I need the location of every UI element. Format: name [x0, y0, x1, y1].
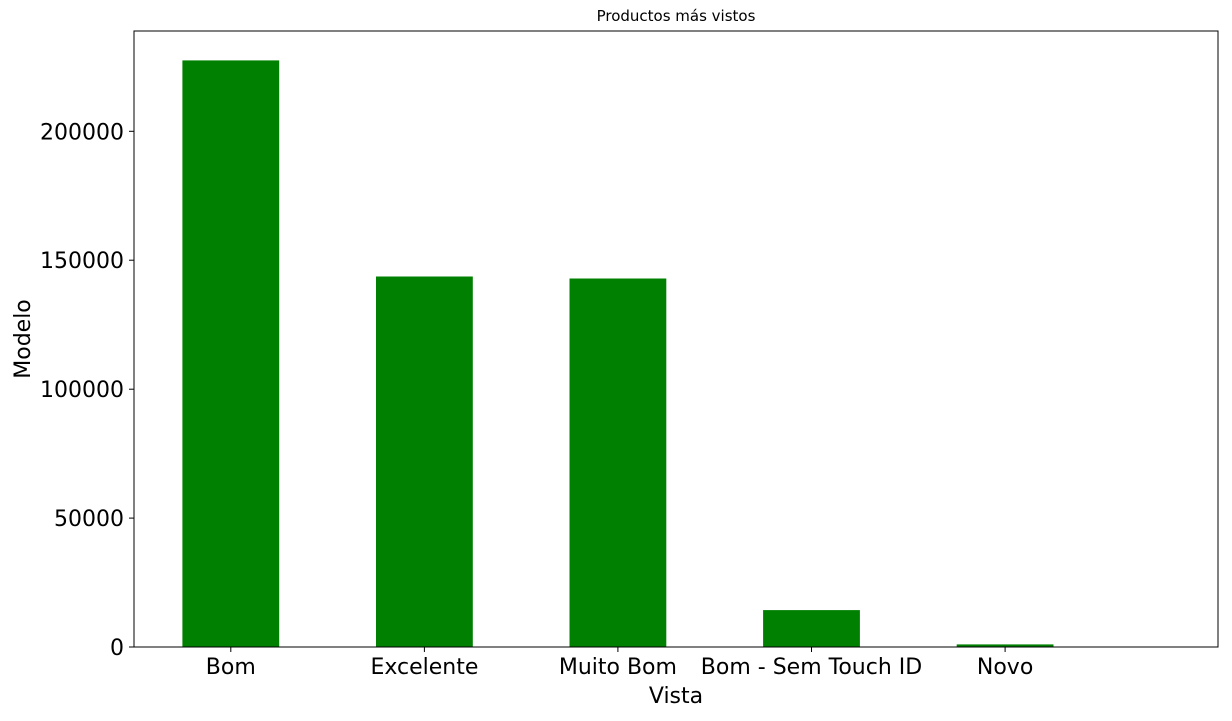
bar — [182, 60, 280, 647]
plot-frame — [133, 30, 1219, 648]
x-tick-label: Novo — [977, 655, 1033, 680]
y-axis-ticks: 0 50000 100000 150000 200000 — [40, 120, 134, 661]
x-tick-label: Muito Bom — [559, 655, 677, 680]
x-tick-label: Bom — [206, 655, 256, 680]
bar — [763, 610, 860, 647]
y-tick-label: 0 — [110, 636, 124, 661]
bar — [569, 278, 667, 647]
x-tick-label: Bom - Sem Touch ID — [701, 655, 922, 680]
bar — [956, 644, 1054, 647]
x-axis-ticks: Bom Excelente Muito Bom Bom - Sem Touch ID N… — [206, 647, 1033, 680]
y-axis-label: Modelo — [11, 299, 36, 379]
bar — [376, 276, 473, 647]
x-tick-label: Excelente — [370, 655, 478, 680]
bars-group — [182, 60, 1054, 647]
y-tick-label: 100000 — [40, 378, 124, 403]
y-tick-label: 50000 — [54, 507, 124, 532]
chart-title: Productos más vistos — [597, 7, 756, 25]
x-axis-label: Vista — [649, 684, 703, 709]
y-tick-label: 150000 — [40, 249, 124, 274]
y-tick-label: 200000 — [40, 120, 124, 145]
